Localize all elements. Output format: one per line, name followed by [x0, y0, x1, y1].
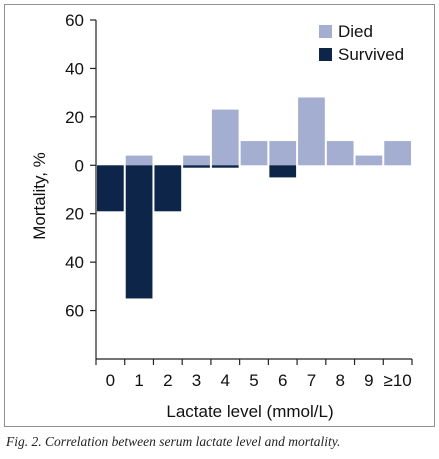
legend-swatch-survived [319, 48, 332, 61]
x-tick-label-3: 3 [192, 371, 201, 390]
bars-layer [97, 97, 411, 299]
x-tick-label-8: 8 [335, 371, 344, 390]
x-tick-label-10: ≥10 [384, 371, 412, 390]
bar-died-10 [384, 141, 411, 166]
y-axis-title: Mortality, % [30, 152, 49, 240]
bar-survived-4 [211, 165, 239, 168]
x-tick-label-9: 9 [364, 371, 373, 390]
axes-layer [95, 20, 412, 360]
bar-survived-1 [125, 165, 153, 299]
x-ticks: 0 1 2 3 4 5 6 7 8 9 ≥10 [95, 359, 413, 390]
bar-died-9 [355, 155, 383, 166]
x-tick-label-0: 0 [106, 371, 115, 390]
bar-died-4 [211, 109, 239, 166]
figure-caption: Fig. 2. Correlation between serum lactat… [6, 434, 341, 449]
legend-label-died: Died [338, 22, 373, 41]
x-axis-title: Lactate level (mmol/L) [166, 402, 333, 421]
y-tick-label-1: 40 [65, 59, 84, 78]
y-tick-label-3: 0 [75, 156, 84, 175]
bar-survived-0 [97, 165, 124, 212]
x-tick-label-7: 7 [307, 371, 316, 390]
y-tick-label-0: 60 [65, 11, 84, 30]
y-tick-label-5: 40 [65, 253, 84, 272]
x-tick-label-2: 2 [163, 371, 172, 390]
bar-survived-2 [154, 165, 182, 212]
x-tick-label-1: 1 [134, 371, 143, 390]
legend: Died Survived [319, 22, 404, 64]
bar-survived-6 [269, 165, 297, 178]
y-tick-label-6: 60 [65, 302, 84, 321]
bar-died-5 [240, 141, 268, 166]
x-tick-label-4: 4 [221, 371, 230, 390]
bar-died-8 [326, 141, 354, 166]
bar-survived-3 [183, 165, 210, 168]
y-tick-label-2: 20 [65, 108, 84, 127]
bar-died-6 [269, 141, 297, 166]
y-tick-label-4: 20 [65, 205, 84, 224]
bar-died-3 [183, 155, 210, 166]
bar-died-7 [298, 97, 325, 166]
figure-frame: 60 40 20 0 20 40 60 0 1 2 3 4 5 6 7 8 9 ≥10 Lactate leve… [4, 4, 435, 427]
bar-died-1 [125, 155, 153, 166]
y-ticks: 60 40 20 0 20 40 60 [65, 11, 96, 321]
legend-label-survived: Survived [338, 45, 404, 64]
legend-swatch-died [319, 25, 332, 38]
x-tick-label-6: 6 [278, 371, 287, 390]
x-tick-label-5: 5 [249, 371, 258, 390]
